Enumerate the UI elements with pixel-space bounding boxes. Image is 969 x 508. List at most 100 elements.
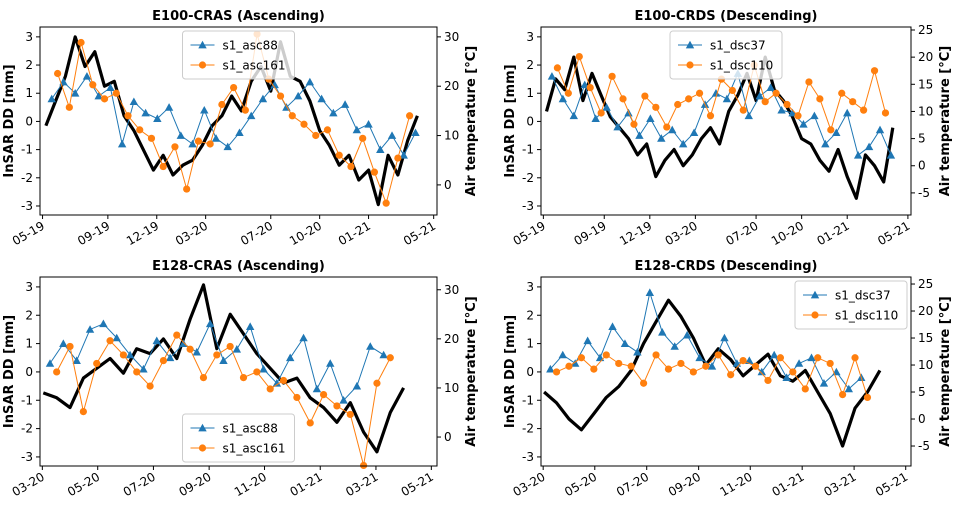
marker — [571, 359, 580, 367]
y2-axis-label: Air temperature [°C] — [464, 46, 479, 196]
temperature-line — [543, 298, 882, 448]
x-tick-label: 07-20 — [238, 219, 275, 249]
marker — [714, 351, 722, 359]
marker — [376, 145, 385, 153]
marker — [744, 111, 753, 120]
y-tick-label: 1 — [526, 337, 534, 351]
marker — [652, 351, 660, 359]
marker — [119, 351, 128, 359]
legend-marker — [811, 311, 819, 319]
y2-tick-label: 15 — [918, 331, 933, 345]
legend: s1_dsc37 s1_dsc110 — [669, 30, 783, 80]
marker — [860, 106, 868, 114]
marker — [739, 356, 747, 365]
marker — [382, 199, 390, 207]
x-tick-label: 05-21 — [401, 219, 438, 249]
y2-tick-label: 10 — [444, 381, 459, 395]
marker — [863, 393, 872, 402]
marker — [663, 123, 671, 131]
marker — [583, 336, 592, 345]
legend-entry: s1_dsc37 — [710, 39, 766, 53]
y2-tick-label: -5 — [918, 186, 930, 200]
marker — [259, 364, 268, 373]
marker — [272, 379, 282, 387]
marker — [565, 362, 573, 370]
marker — [106, 83, 115, 91]
marker — [580, 80, 589, 89]
marker — [633, 347, 642, 356]
legend-marker — [198, 423, 207, 432]
marker — [59, 339, 68, 347]
marker — [552, 368, 561, 376]
x-tick-label: 09-20 — [176, 470, 213, 500]
marker — [664, 365, 673, 373]
marker — [657, 134, 666, 142]
marker — [843, 108, 852, 117]
marker — [677, 359, 685, 368]
y2-tick-label: 20 — [918, 50, 933, 64]
marker — [702, 362, 710, 370]
marker — [640, 379, 648, 387]
y-tick-label: -1 — [21, 393, 33, 407]
marker — [65, 103, 73, 111]
y2-tick-label: 30 — [444, 283, 459, 297]
legend-entry: s1_asc161 — [223, 442, 286, 456]
y-tick-label: 2 — [25, 58, 33, 72]
y-tick-label: 1 — [25, 86, 33, 100]
marker — [652, 103, 660, 111]
marker — [312, 131, 320, 140]
x-tick-label: 01-21 — [288, 470, 325, 500]
y2-tick-label: 25 — [918, 23, 933, 37]
x-tick-label: 11-20 — [232, 470, 269, 500]
legend-marker — [198, 61, 207, 69]
y-tick-label: 3 — [25, 30, 33, 44]
marker — [794, 359, 804, 367]
marker — [849, 98, 857, 106]
x-tick-label: 07-20 — [614, 470, 651, 500]
marker — [45, 359, 55, 367]
x-tick-label: 03-21 — [821, 470, 858, 500]
marker — [159, 162, 167, 171]
y2-tick-label: 0 — [444, 430, 452, 444]
marker — [247, 111, 256, 120]
legend-entry: s1_dsc110 — [710, 59, 773, 73]
x-tick-label: 03-20 — [173, 219, 210, 249]
marker — [152, 336, 161, 345]
y-tick-label: 1 — [526, 86, 534, 100]
y-tick-label: 0 — [25, 114, 33, 128]
marker — [77, 38, 85, 47]
marker — [125, 350, 135, 359]
marker — [366, 342, 375, 350]
marker — [799, 120, 808, 128]
series-line — [51, 75, 416, 156]
y2-axis-label: Air temperature [°C] — [938, 296, 953, 446]
marker — [755, 91, 764, 100]
marker — [707, 362, 717, 370]
marker — [340, 100, 350, 108]
marker — [153, 114, 162, 122]
marker — [602, 351, 610, 359]
x-tick-label: 03-20 — [510, 470, 547, 500]
marker — [53, 368, 61, 376]
marker — [620, 339, 630, 347]
legend: s1_asc88 s1_asc161 — [182, 30, 295, 80]
y-tick-label: -2 — [21, 171, 33, 185]
x-tick-label: 05-21 — [399, 470, 436, 500]
marker — [112, 333, 121, 342]
marker — [553, 64, 562, 72]
marker — [99, 319, 108, 328]
marker — [146, 382, 154, 390]
x-tick-label: 05-20 — [65, 470, 102, 500]
marker — [619, 95, 627, 103]
marker — [235, 128, 244, 137]
legend-marker — [198, 444, 207, 452]
marker — [219, 356, 228, 364]
marker — [72, 356, 81, 364]
marker — [188, 139, 197, 148]
y2-tick-label: 25 — [918, 277, 933, 291]
marker — [141, 108, 150, 117]
marker — [100, 95, 109, 103]
legend-entry: s1_dsc110 — [835, 309, 898, 323]
y2-tick-label: 0 — [918, 412, 926, 426]
marker — [821, 139, 830, 148]
